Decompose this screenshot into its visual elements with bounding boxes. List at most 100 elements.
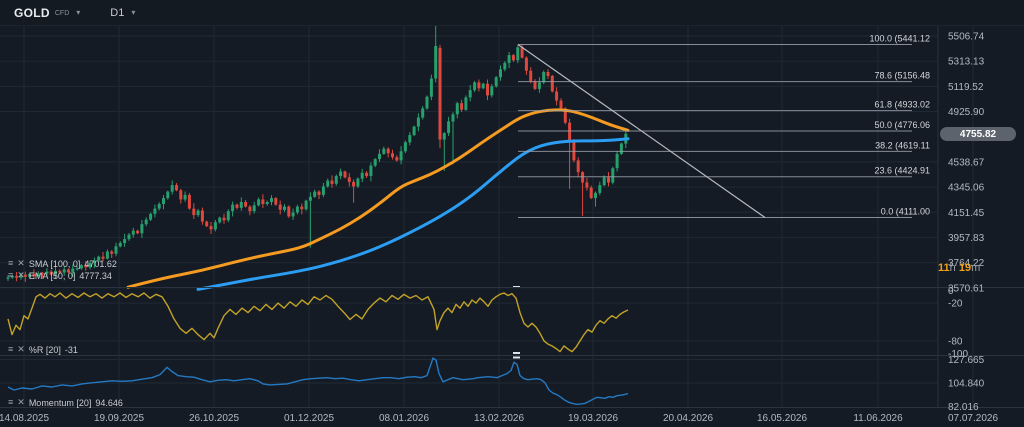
momentum-line — [7, 357, 629, 405]
candle-body — [330, 180, 334, 184]
candle-body — [118, 243, 122, 247]
price-tick-label: 4345.06 — [948, 183, 985, 194]
timeframe-selector[interactable]: D1 ▾ — [110, 7, 135, 19]
candle-body — [67, 269, 70, 273]
symbol-name: GOLD — [14, 5, 50, 20]
candle-body — [54, 270, 57, 275]
candle-body — [140, 224, 144, 234]
price-tick-label: 3764.22 — [948, 258, 985, 269]
candle-body — [412, 126, 416, 136]
sma-legend: ≡ ✕ SMA [100, 0] 4701.62 — [8, 258, 117, 269]
fib-level-label: 100.0 (5441.12 — [869, 34, 930, 44]
candle-body — [403, 142, 407, 152]
price-tick-label: 4538.67 — [948, 157, 985, 168]
indicator-settings-icon[interactable]: ≡ — [8, 258, 14, 268]
indicator-settings-icon[interactable]: ≡ — [8, 270, 14, 280]
fib-level-label: 23.6 (4424.91 — [874, 166, 930, 176]
candle-body — [200, 210, 204, 222]
indicator-remove-icon[interactable]: ✕ — [17, 258, 25, 268]
candle-body — [425, 96, 429, 109]
candle-body — [205, 221, 209, 227]
candle-body — [619, 143, 623, 154]
candle-body — [542, 72, 546, 83]
candle-body — [555, 91, 559, 101]
candle-body — [187, 194, 191, 209]
candle-body — [334, 176, 338, 184]
pane-separators — [0, 287, 1024, 408]
fib-level-label: 0.0 (4111.00 — [881, 207, 930, 217]
time-tick-label: 14.08.2025 — [0, 413, 49, 424]
candle-body — [45, 271, 49, 274]
candle-body — [581, 172, 585, 183]
candle-body — [378, 153, 381, 160]
candle-body — [136, 230, 140, 234]
candle-body — [615, 153, 619, 169]
candle-body — [278, 204, 282, 210]
candle-body — [516, 47, 520, 61]
candle-body — [157, 204, 161, 209]
price-tick-label: 5506.74 — [948, 32, 985, 43]
candle-body — [175, 185, 178, 191]
price-tick-label: 5119.52 — [948, 82, 984, 93]
current-price-badge: 4755.82 — [940, 127, 1016, 141]
candle-body — [131, 230, 135, 235]
momentum-tick-label: 82.016 — [948, 402, 979, 413]
price-tick-label: 4925.90 — [948, 107, 985, 118]
candle-body — [23, 274, 27, 277]
time-gridlines — [23, 25, 974, 408]
williams-r-legend: ≡ ✕ %R [20] -31 — [8, 344, 78, 355]
candle-body — [317, 191, 321, 195]
price-tick-label: 3570.61 — [948, 283, 985, 294]
candle-body — [287, 206, 291, 217]
candle-body — [598, 185, 602, 193]
candle-body — [144, 219, 148, 225]
candle-body — [611, 168, 615, 183]
candle-body — [395, 157, 399, 161]
time-tick-label: 07.07.2026 — [948, 413, 998, 424]
symbol-selector[interactable]: GOLD CFD ▾ — [14, 6, 80, 20]
candle-body — [192, 208, 196, 216]
indicator-remove-icon[interactable]: ✕ — [17, 344, 25, 354]
candle-body — [572, 140, 576, 161]
candle-body — [339, 171, 343, 177]
candle-body — [32, 274, 36, 277]
fib-level-label: 50.0 (4776.06 — [874, 120, 930, 130]
sma-line — [126, 108, 630, 289]
momentum-legend: ≡ ✕ Momentum [20] 94.646 — [8, 397, 123, 408]
candle-body — [62, 269, 66, 273]
indicator-value: 4777.34 — [79, 270, 112, 281]
indicator-settings-icon[interactable]: ≡ — [8, 397, 14, 407]
time-tick-label: 26.10.2025 — [189, 413, 239, 424]
indicator-label: %R [20] — [28, 344, 61, 355]
candle-body — [386, 148, 390, 154]
candle-body — [533, 81, 537, 89]
candle-body — [291, 212, 295, 217]
indicator-gridlines — [0, 302, 938, 384]
candle-body — [442, 133, 446, 140]
candle-body — [408, 135, 412, 143]
indicator-remove-icon[interactable]: ✕ — [17, 397, 25, 407]
time-tick-label: 20.04.2026 — [663, 413, 713, 424]
indicator-settings-icon[interactable]: ≡ — [8, 344, 14, 354]
candle-body — [589, 187, 593, 199]
candle-body — [559, 100, 563, 109]
candle-body — [373, 159, 377, 166]
candle-body — [75, 268, 79, 270]
candle-body — [585, 182, 589, 188]
candle-body — [153, 208, 157, 214]
wpr-tick-label: -80 — [948, 336, 963, 347]
ema-line — [196, 137, 630, 291]
indicator-value: 4701.62 — [84, 258, 117, 269]
candle-body — [105, 251, 109, 259]
candle-body — [231, 204, 235, 212]
fib-level-label: 78.6 (5156.48 — [874, 71, 930, 81]
candle-body — [15, 275, 19, 278]
indicator-remove-icon[interactable]: ✕ — [17, 270, 25, 280]
candle-body — [313, 191, 317, 197]
descending-trendline[interactable] — [517, 44, 766, 218]
candle-body — [170, 185, 174, 192]
candle-body — [507, 55, 511, 63]
fib-level-label: 38.2 (4619.11 — [875, 140, 930, 150]
